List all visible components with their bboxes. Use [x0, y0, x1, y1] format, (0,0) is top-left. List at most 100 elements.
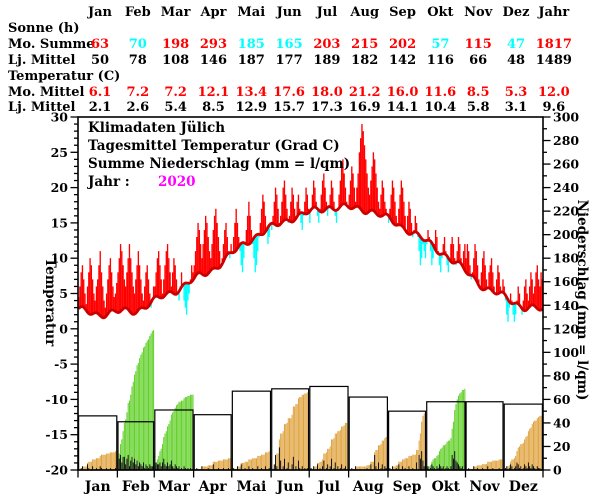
table-cell: 12.1: [198, 85, 230, 100]
table-row-label: Mo. Summe: [8, 37, 95, 52]
table-cell: 6.1: [89, 85, 112, 100]
left-axis-tick-label: 5: [59, 286, 68, 301]
legend-temp-line: Tagesmittel Temperatur (Grad C): [88, 138, 340, 154]
legend-year-label: Jahr :: [87, 174, 130, 190]
table-cell: 18.0: [311, 85, 343, 100]
left-axis-tick-label: 25: [51, 145, 68, 160]
table-month-header: Okt: [427, 5, 453, 20]
longterm-precip-box: [348, 396, 388, 471]
table-cell: 57: [431, 37, 449, 52]
table-cell: 116: [427, 53, 454, 68]
table-cell: 5.4: [164, 100, 187, 115]
table-month-header: Mar: [161, 5, 191, 20]
left-axis-tick-label: -15: [45, 427, 68, 442]
table-cell: 293: [200, 37, 227, 52]
table-month-header: Feb: [125, 5, 151, 20]
table-cell: 198: [162, 37, 189, 52]
table-cell: 182: [351, 53, 378, 68]
left-axis-title: Temperatur: [42, 258, 58, 347]
table-month-header: Sep: [389, 5, 416, 20]
table-cell: 5.3: [505, 85, 528, 100]
table-cell: 16.9: [349, 100, 381, 115]
right-axis-tick-label: 80: [553, 368, 571, 383]
month-label: Jan: [83, 479, 111, 495]
left-axis-tick-label: 10: [51, 251, 69, 266]
left-axis-tick-label: -20: [45, 463, 68, 478]
legend-precip-line: Summe Niederschlag (mm = l/qm): [88, 156, 350, 172]
table-month-header: Jun: [276, 5, 303, 20]
table-month-header: Dez: [503, 5, 530, 20]
right-axis-tick-label: 40: [553, 415, 571, 430]
left-axis-tick-label: 30: [51, 110, 69, 125]
table-cell: 21.2: [349, 85, 381, 100]
table-cell: 17.3: [311, 100, 343, 115]
month-label: Jul: [316, 479, 340, 495]
table-month-header: Mai: [237, 5, 265, 20]
right-axis-tick-label: 240: [553, 180, 579, 195]
month-label: Jun: [275, 479, 304, 495]
table-section-heading: Sonne (h): [8, 21, 80, 36]
longterm-precip-box: [465, 401, 504, 471]
month-label: Mar: [158, 479, 191, 495]
table-cell: 203: [313, 37, 340, 52]
table-cell: 177: [276, 53, 303, 68]
month-label: Mai: [236, 479, 266, 495]
table-cell: 115: [465, 37, 492, 52]
table-cell: 13.4: [235, 85, 267, 100]
table-cell: 10.4: [425, 100, 457, 115]
table-month-header: Nov: [464, 5, 493, 20]
table-month-header: Apr: [199, 5, 226, 20]
table-cell: 70: [129, 37, 147, 52]
longterm-precip-box: [231, 390, 272, 471]
table-cell: 16.0: [387, 85, 419, 100]
table-cell: 17.6: [273, 85, 305, 100]
table-cell: 146: [200, 53, 227, 68]
table-cell: 3.1: [505, 100, 528, 115]
table-cell: 108: [162, 53, 189, 68]
right-axis-tick-label: 260: [553, 157, 579, 172]
table-cell: 15.7: [273, 100, 305, 115]
table-cell: 47: [507, 37, 525, 52]
table-row-label: Lj. Mittel: [8, 53, 76, 68]
table-cell: 50: [91, 53, 109, 68]
legend-title: Klimadaten Jülich: [88, 120, 225, 136]
table-cell: 8.5: [467, 85, 490, 100]
table-month-header: Jul: [316, 5, 338, 20]
table-cell: 1489: [536, 53, 572, 68]
legend-year-value: 2020: [158, 174, 196, 190]
table-cell: 185: [238, 37, 265, 52]
month-label: Nov: [469, 479, 500, 495]
table-cell: 9.6: [543, 100, 566, 115]
right-axis-tick-label: 0: [553, 463, 562, 478]
table-month-header: Jan: [87, 5, 113, 20]
left-axis-tick-label: 0: [59, 321, 68, 336]
table-cell: 142: [389, 53, 416, 68]
table-cell: 66: [469, 53, 487, 68]
right-axis-tick-label: 120: [553, 321, 579, 336]
right-axis-tick-label: 200: [553, 227, 579, 242]
month-label: Aug: [352, 479, 384, 495]
table-cell: 8.5: [202, 100, 225, 115]
table-cell: 78: [129, 53, 147, 68]
table-cell: 2.6: [127, 100, 150, 115]
right-axis-tick-label: 280: [553, 133, 579, 148]
table-cell: 63: [91, 37, 109, 52]
table-cell: 12.9: [235, 100, 267, 115]
chart-legend: Klimadaten Jülich Tagesmittel Temperatur…: [87, 120, 350, 190]
table-cell: 48: [507, 53, 525, 68]
table-cell: 2.1: [89, 100, 112, 115]
right-axis-tick-label: 20: [553, 439, 571, 454]
summary-table: Jan Feb Mar Apr Mai Jun Jul Aug Sep Okt Nov Dez Jahr…: [8, 5, 572, 115]
left-axis-tick-label: -5: [54, 357, 68, 372]
right-axis-tick-label: 220: [553, 204, 579, 219]
left-axis-tick-label: -10: [45, 392, 68, 407]
left-axis-tick-label: 20: [51, 180, 69, 195]
table-row-label: Mo. Mittel: [8, 85, 84, 100]
plot-area: -20-15-10-505101520253002040608010012014…: [45, 110, 579, 496]
month-label: Feb: [122, 479, 150, 495]
table-cell: 1817: [536, 37, 572, 52]
table-cell: 11.6: [425, 85, 457, 100]
table-cell: 7.2: [164, 85, 187, 100]
month-label: Apr: [198, 479, 228, 495]
